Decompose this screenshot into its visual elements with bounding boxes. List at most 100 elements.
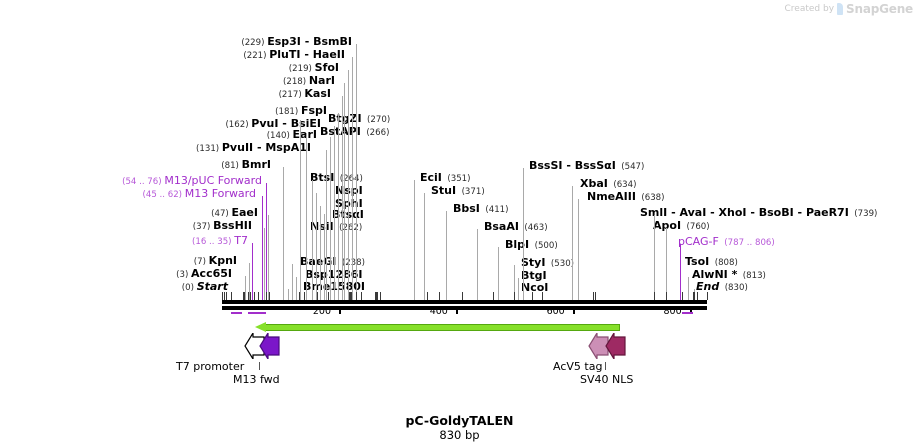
label-position: (221): [243, 51, 270, 61]
enzyme-label-bsaai[interactable]: BsaAI (463): [484, 221, 548, 234]
enzyme-name: StyI: [521, 256, 546, 269]
enzyme-label-sfoi[interactable]: (219) SfoI: [289, 62, 339, 75]
leader-line: [572, 186, 573, 300]
feature-arrow-label-sv40-nls[interactable]: SV40 NLS: [580, 373, 634, 386]
enzyme-name: AvaI: [679, 206, 707, 219]
leader-line: [330, 137, 331, 300]
enzyme-label-blpi[interactable]: BlpI (500): [505, 239, 558, 252]
leader-line: [348, 70, 349, 300]
restriction-site-tick: [350, 292, 351, 300]
enzyme-label-kasi[interactable]: (217) KasI: [279, 88, 331, 101]
restriction-site-tick: [514, 292, 516, 300]
leader-line: [498, 247, 499, 300]
enzyme-label-tsoi[interactable]: TsoI (808): [685, 256, 738, 269]
leader-line: [518, 278, 519, 300]
enzyme-label-bstapi[interactable]: BstAPI (266): [320, 126, 389, 139]
terminus-label-start[interactable]: (0) Start: [182, 281, 228, 294]
enzyme-label-smli[interactable]: SmlI - AvaI - XhoI - BsoBI - PaeR7I (739…: [640, 207, 877, 220]
enzyme-label-bsssi[interactable]: BssSI - BssSαI (547): [529, 160, 644, 173]
label-position: (217): [278, 90, 305, 100]
enzyme-label-btgi[interactable]: BtgI: [521, 270, 547, 282]
feature-label-pcag-f[interactable]: pCAG-F (787 .. 806): [678, 236, 775, 249]
label-position: (787 .. 806): [718, 238, 775, 248]
enzyme-label-ncoi[interactable]: NcoI: [521, 282, 548, 294]
leader-line: [344, 83, 345, 300]
terminus-label-end[interactable]: End (830): [696, 281, 748, 294]
axis-tick-label-400: 400: [429, 306, 448, 317]
enzyme-label-nsii[interactable]: NsiI (262): [310, 221, 362, 234]
enzyme-label-eari[interactable]: (140) EarI: [267, 129, 317, 142]
enzyme-label-stui[interactable]: StuI (371): [431, 185, 485, 198]
enzyme-label-btsai[interactable]: BtsαI: [332, 209, 364, 221]
feature-arrow-label-acv5-tag[interactable]: AcV5 tag: [553, 360, 603, 373]
enzyme-name: BtsI: [310, 171, 335, 184]
restriction-site-tick: [253, 292, 255, 300]
label-position: (54 .. 76): [122, 177, 165, 187]
enzyme-label-btsi[interactable]: BtsI (264): [310, 172, 363, 185]
enzyme-name: NsiI: [310, 220, 334, 233]
enzyme-label-ecii[interactable]: EciI (351): [420, 172, 470, 185]
enzyme-label-pluti[interactable]: (221) PluTI - HaeII: [243, 49, 345, 62]
feature-label-t7[interactable]: (16 .. 35) T7: [192, 235, 248, 248]
restriction-site-tick: [248, 292, 250, 300]
enzyme-label-eaei[interactable]: (47) EaeI: [211, 207, 258, 220]
enzyme-label-fspi[interactable]: (181) FspI: [275, 105, 327, 118]
label-position: (238): [336, 258, 365, 268]
enzyme-label-kpni[interactable]: (7) KpnI: [194, 255, 237, 268]
label-position: (638): [635, 193, 665, 203]
enzyme-label-alwni[interactable]: AlwNI * (813): [692, 269, 766, 282]
enzyme-name: XbaI: [580, 177, 608, 190]
feature-arrow-m13-fwd-feat[interactable]: [259, 330, 281, 362]
restriction-site-tick: [226, 292, 228, 300]
restriction-site-tick: [243, 292, 245, 300]
feature-arrow-label-t7-promoter[interactable]: T7 promoter: [176, 360, 245, 373]
enzyme-label-bmri[interactable]: (81) BmrI: [221, 159, 271, 172]
enzyme-label-esp3i[interactable]: (229) Esp3I - BsmBI: [241, 36, 352, 49]
label-position: (270): [361, 115, 391, 125]
leader-line: [268, 215, 269, 300]
label-separator: -: [253, 141, 266, 154]
feature-underbar: [231, 312, 243, 314]
enzyme-label-acc65i[interactable]: (3) Acc65I: [176, 268, 232, 281]
restriction-site-tick: [375, 292, 377, 300]
enzyme-label-nmeaiii[interactable]: NmeAIII (638): [587, 191, 665, 204]
restriction-site-tick: [427, 292, 429, 300]
enzyme-label-pvui[interactable]: (162) PvuI - BsiEI: [225, 118, 321, 131]
enzyme-name: KasI: [304, 87, 331, 100]
terminus-name: End: [696, 280, 720, 293]
feature-name: pCAG-F: [678, 235, 719, 248]
restriction-site-tick: [697, 292, 699, 300]
feature-arrow-sv40-nls[interactable]: [605, 330, 627, 362]
enzyme-label-pvuii[interactable]: (131) PvuII - MspA1I: [196, 142, 311, 155]
enzyme-name: AlwNI *: [692, 268, 738, 281]
feature-arrow-acv5-tag[interactable]: [588, 330, 610, 362]
enzyme-label-nari[interactable]: (218) NarI: [283, 75, 335, 88]
feature-label-m13puc-fwd[interactable]: (54 .. 76) M13/pUC Forward: [122, 175, 262, 188]
enzyme-name: BmrI: [241, 158, 271, 171]
leader-line: [324, 214, 325, 300]
feature-arrow-t7-promoter[interactable]: [244, 330, 266, 362]
enzyme-name: BssSI: [529, 159, 563, 172]
enzyme-name: PvuI: [251, 117, 279, 130]
feature-label-m13-fwd[interactable]: (45 .. 62) M13 Forward: [143, 188, 256, 201]
enzyme-label-apoi[interactable]: ApoI (760): [653, 220, 710, 233]
leader-line: [288, 289, 289, 300]
enzyme-label-bbsi[interactable]: BbsI (411): [453, 203, 508, 216]
watermark-brand: SnapGene: [846, 2, 913, 16]
feature-connector-tick: [259, 362, 260, 370]
label-separator: -: [300, 35, 314, 48]
label-position: (0): [181, 283, 197, 293]
label-position: (264): [334, 174, 363, 184]
enzyme-label-baegi[interactable]: BaeGI (238): [300, 256, 365, 269]
restriction-site-tick: [349, 292, 351, 300]
enzyme-label-xbai[interactable]: XbaI (634): [580, 178, 636, 191]
enzyme-name: EaeI: [231, 206, 259, 219]
axis-tick-400: [455, 306, 458, 314]
label-position: (218): [283, 77, 309, 87]
enzyme-label-bsshii[interactable]: (37) BssHII: [193, 220, 252, 233]
enzyme-name: EciI: [420, 171, 442, 184]
feature-name: M13 Forward: [184, 187, 256, 200]
enzyme-label-styi[interactable]: StyI (530): [521, 257, 574, 270]
feature-arrow-label-m13-fwd-feat[interactable]: M13 fwd: [233, 373, 280, 386]
restriction-site-tick: [666, 292, 668, 300]
